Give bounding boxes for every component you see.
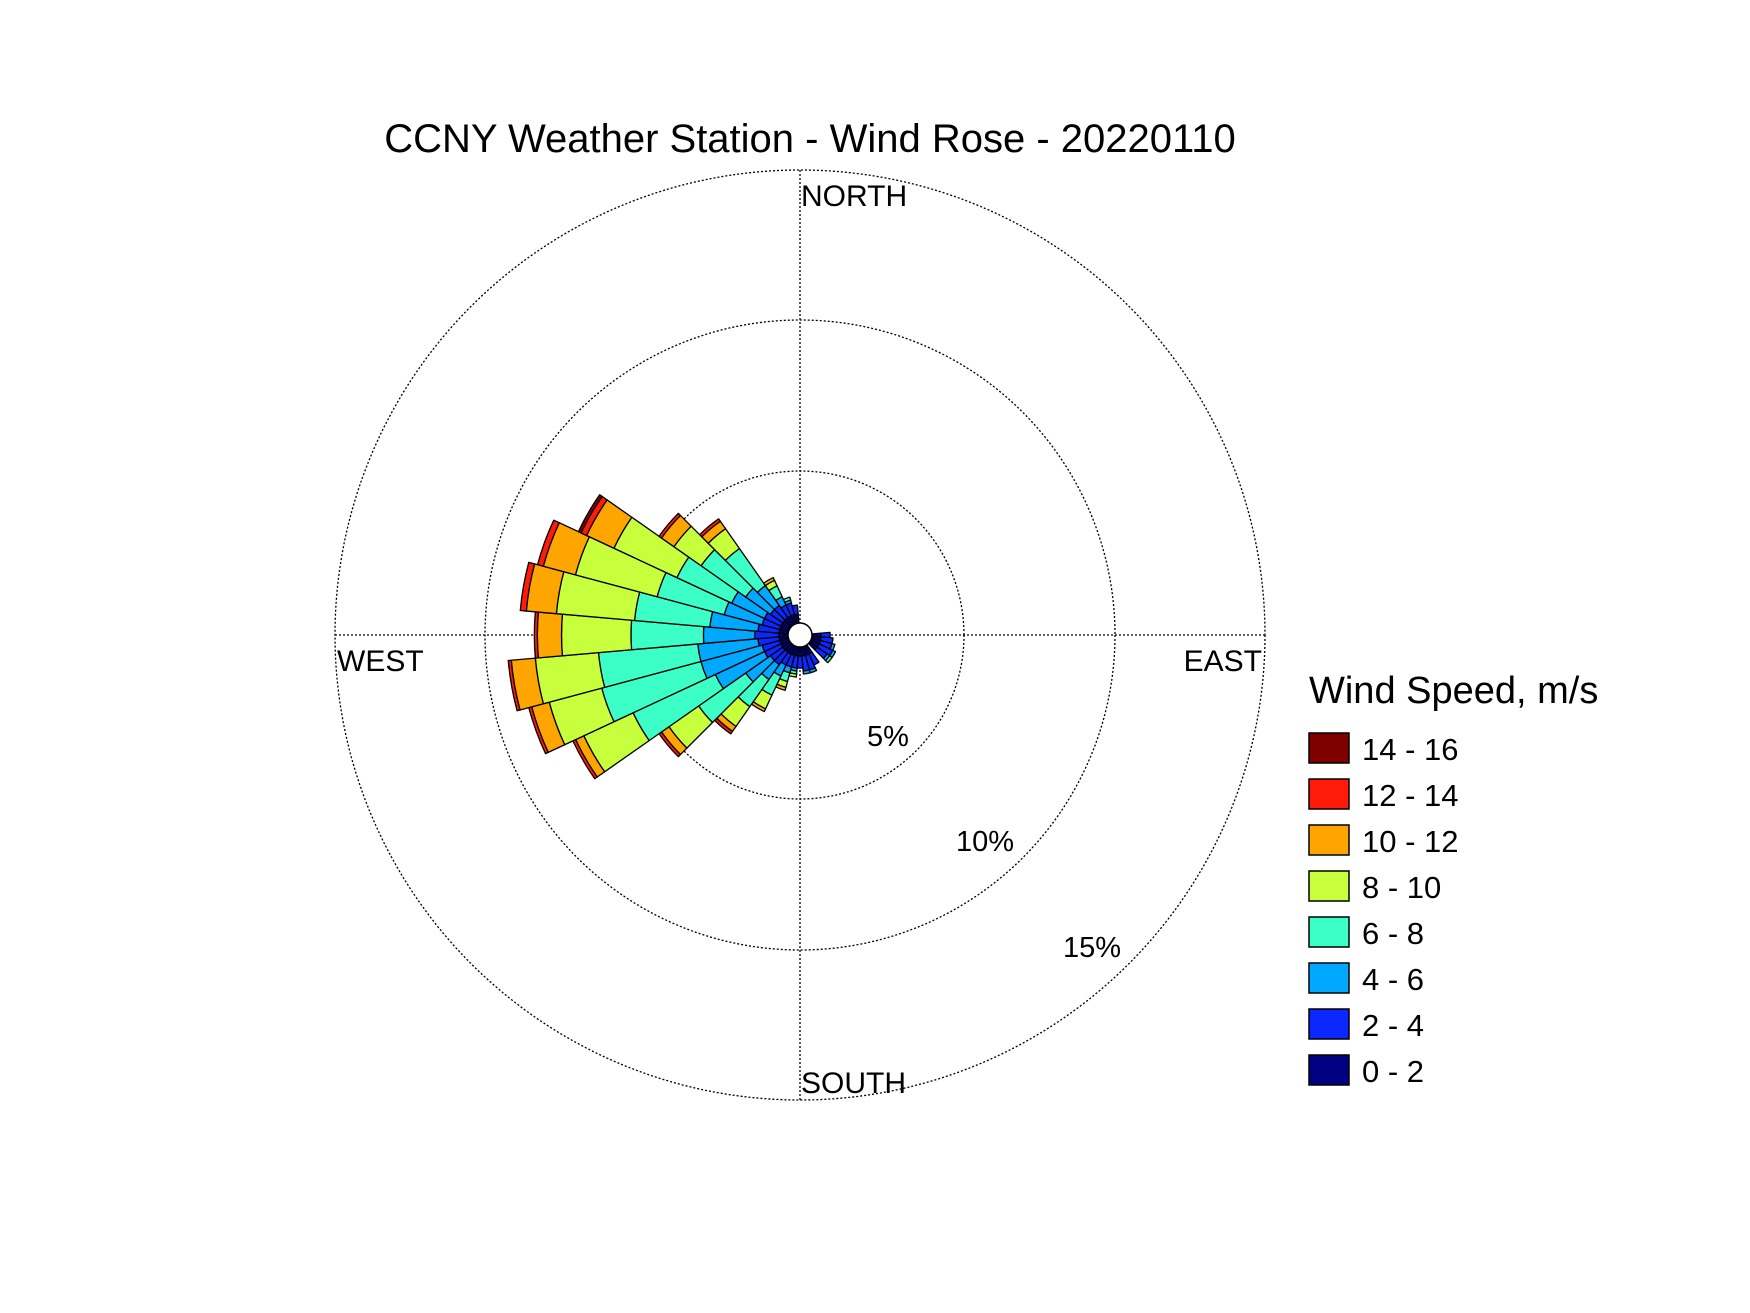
legend: Wind Speed, m/s 14 - 16 12 - 14 10 - 12 8 -… (1308, 670, 1598, 1089)
ring-label-5: 5% (867, 721, 909, 753)
legend-swatch-0 (1308, 732, 1350, 764)
label-south: SOUTH (801, 1067, 906, 1100)
legend-label-4: 6 - 8 (1362, 916, 1424, 951)
direction-labels: NORTH SOUTH WEST EAST (337, 180, 1262, 1100)
sector-170-bin-2 (802, 669, 811, 675)
legend-label-7: 0 - 2 (1362, 1054, 1424, 1089)
sector-290-bin-6 (536, 519, 560, 567)
legend-label-3: 8 - 10 (1362, 870, 1441, 905)
sector-330-bin-5 (763, 576, 776, 587)
label-east: EAST (1184, 645, 1262, 678)
sector-300-bin-7 (577, 494, 603, 534)
label-west: WEST (337, 645, 424, 678)
legend-title: Wind Speed, m/s (1309, 670, 1598, 712)
chart-title: CCNY Weather Station - Wind Rose - 20220… (384, 117, 1236, 161)
ring-labels: 5% 10% 15% (867, 721, 1121, 964)
legend-swatch-7 (1308, 1054, 1350, 1086)
ring-label-10: 10% (956, 826, 1014, 858)
legend-swatch-3 (1308, 870, 1350, 902)
legend-label-5: 4 - 6 (1362, 962, 1424, 997)
legend-swatch-1 (1308, 778, 1350, 810)
legend-swatch-6 (1308, 1008, 1350, 1040)
legend-label-6: 2 - 4 (1362, 1008, 1424, 1043)
legend-swatch-5 (1308, 962, 1350, 994)
legend-label-1: 12 - 14 (1362, 778, 1459, 813)
sector-270-bin-5 (536, 611, 564, 659)
legend-label-0: 14 - 16 (1362, 732, 1459, 767)
label-north: NORTH (801, 180, 907, 213)
ring-label-15: 15% (1063, 932, 1121, 964)
wind-sectors (507, 494, 837, 780)
legend-label-2: 10 - 12 (1362, 824, 1459, 859)
sector-310-bin-6 (658, 512, 682, 539)
sector-280-bin-6 (519, 561, 536, 612)
sector-270-bin-6 (533, 611, 539, 659)
sector-320-bin-6 (699, 518, 722, 538)
sector-270-bin-4 (560, 613, 633, 657)
sector-340-bin-3 (782, 596, 792, 603)
sector-350-bin-1 (791, 604, 799, 616)
calm-center (787, 622, 813, 648)
sector-260-bin-6 (507, 659, 521, 712)
legend-swatch-4 (1308, 916, 1350, 948)
sector-130-bin-3 (824, 655, 833, 664)
legend-swatch-2 (1308, 824, 1350, 856)
